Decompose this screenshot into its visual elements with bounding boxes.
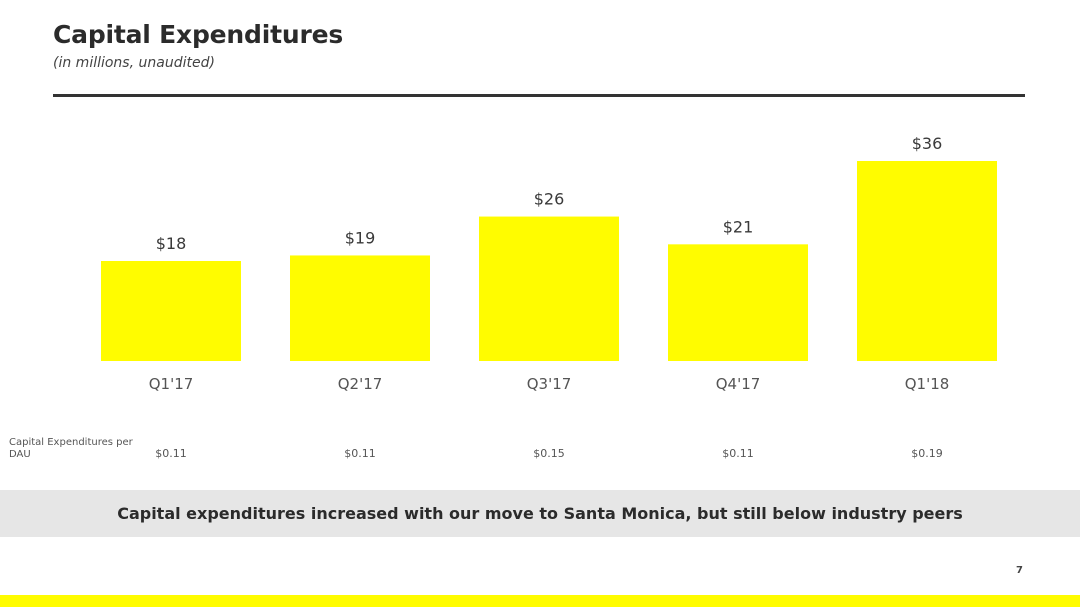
x-tick-label: Q1'17 (149, 375, 194, 393)
x-tick-label: Q1'18 (905, 375, 950, 393)
bar-value-label: $26 (534, 190, 565, 209)
bar-Q2'17 (290, 255, 430, 361)
x-tick-label: Q2'17 (338, 375, 383, 393)
x-tick-label: Q4'17 (716, 375, 761, 393)
bar-value-label: $19 (345, 228, 376, 247)
page-number: 7 (1016, 565, 1023, 576)
per-dau-row-label: Capital Expenditures per DAU (9, 437, 133, 460)
x-tick-label: Q3'17 (527, 375, 572, 393)
brand-stripe (0, 595, 1080, 607)
bar-Q3'17 (479, 216, 619, 361)
bar-value-label: $18 (156, 234, 187, 253)
per-dau-value: $0.11 (155, 447, 187, 460)
page-subtitle: (in millions, unaudited) (53, 55, 215, 71)
per-dau-value: $0.15 (533, 447, 565, 460)
per-dau-value: $0.11 (722, 447, 754, 460)
key-takeaway-banner: Capital expenditures increased with our … (0, 490, 1080, 537)
bar-Q1'17 (101, 261, 241, 361)
per-dau-value: $0.19 (911, 447, 943, 460)
bar-Q4'17 (668, 244, 808, 361)
bar-value-label: $21 (723, 217, 754, 236)
per-dau-value: $0.11 (344, 447, 376, 460)
title-divider (53, 94, 1025, 97)
bar-Q1'18 (857, 161, 997, 361)
bar-value-label: $36 (912, 134, 943, 153)
page-title: Capital Expenditures (53, 20, 344, 49)
